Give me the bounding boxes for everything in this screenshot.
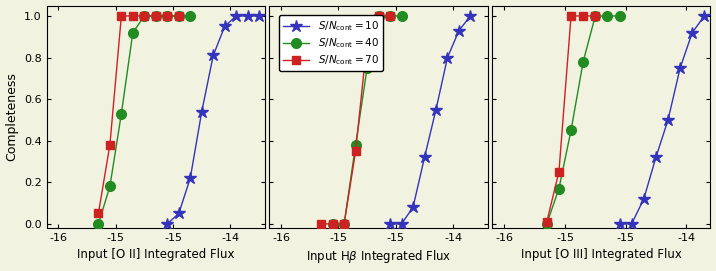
X-axis label: Input H$\beta$ Integrated Flux: Input H$\beta$ Integrated Flux [306,249,451,265]
Y-axis label: Completeness: Completeness [6,72,19,161]
X-axis label: Input [O II] Integrated Flux: Input [O II] Integrated Flux [77,249,235,262]
Legend: $S/N_{\mathrm{cont}}=10$, $S/N_{\mathrm{cont}}=40$, $S/N_{\mathrm{cont}}=70$: $S/N_{\mathrm{cont}}=10$, $S/N_{\mathrm{… [279,15,383,71]
X-axis label: Input [O III] Integrated Flux: Input [O III] Integrated Flux [521,249,682,262]
